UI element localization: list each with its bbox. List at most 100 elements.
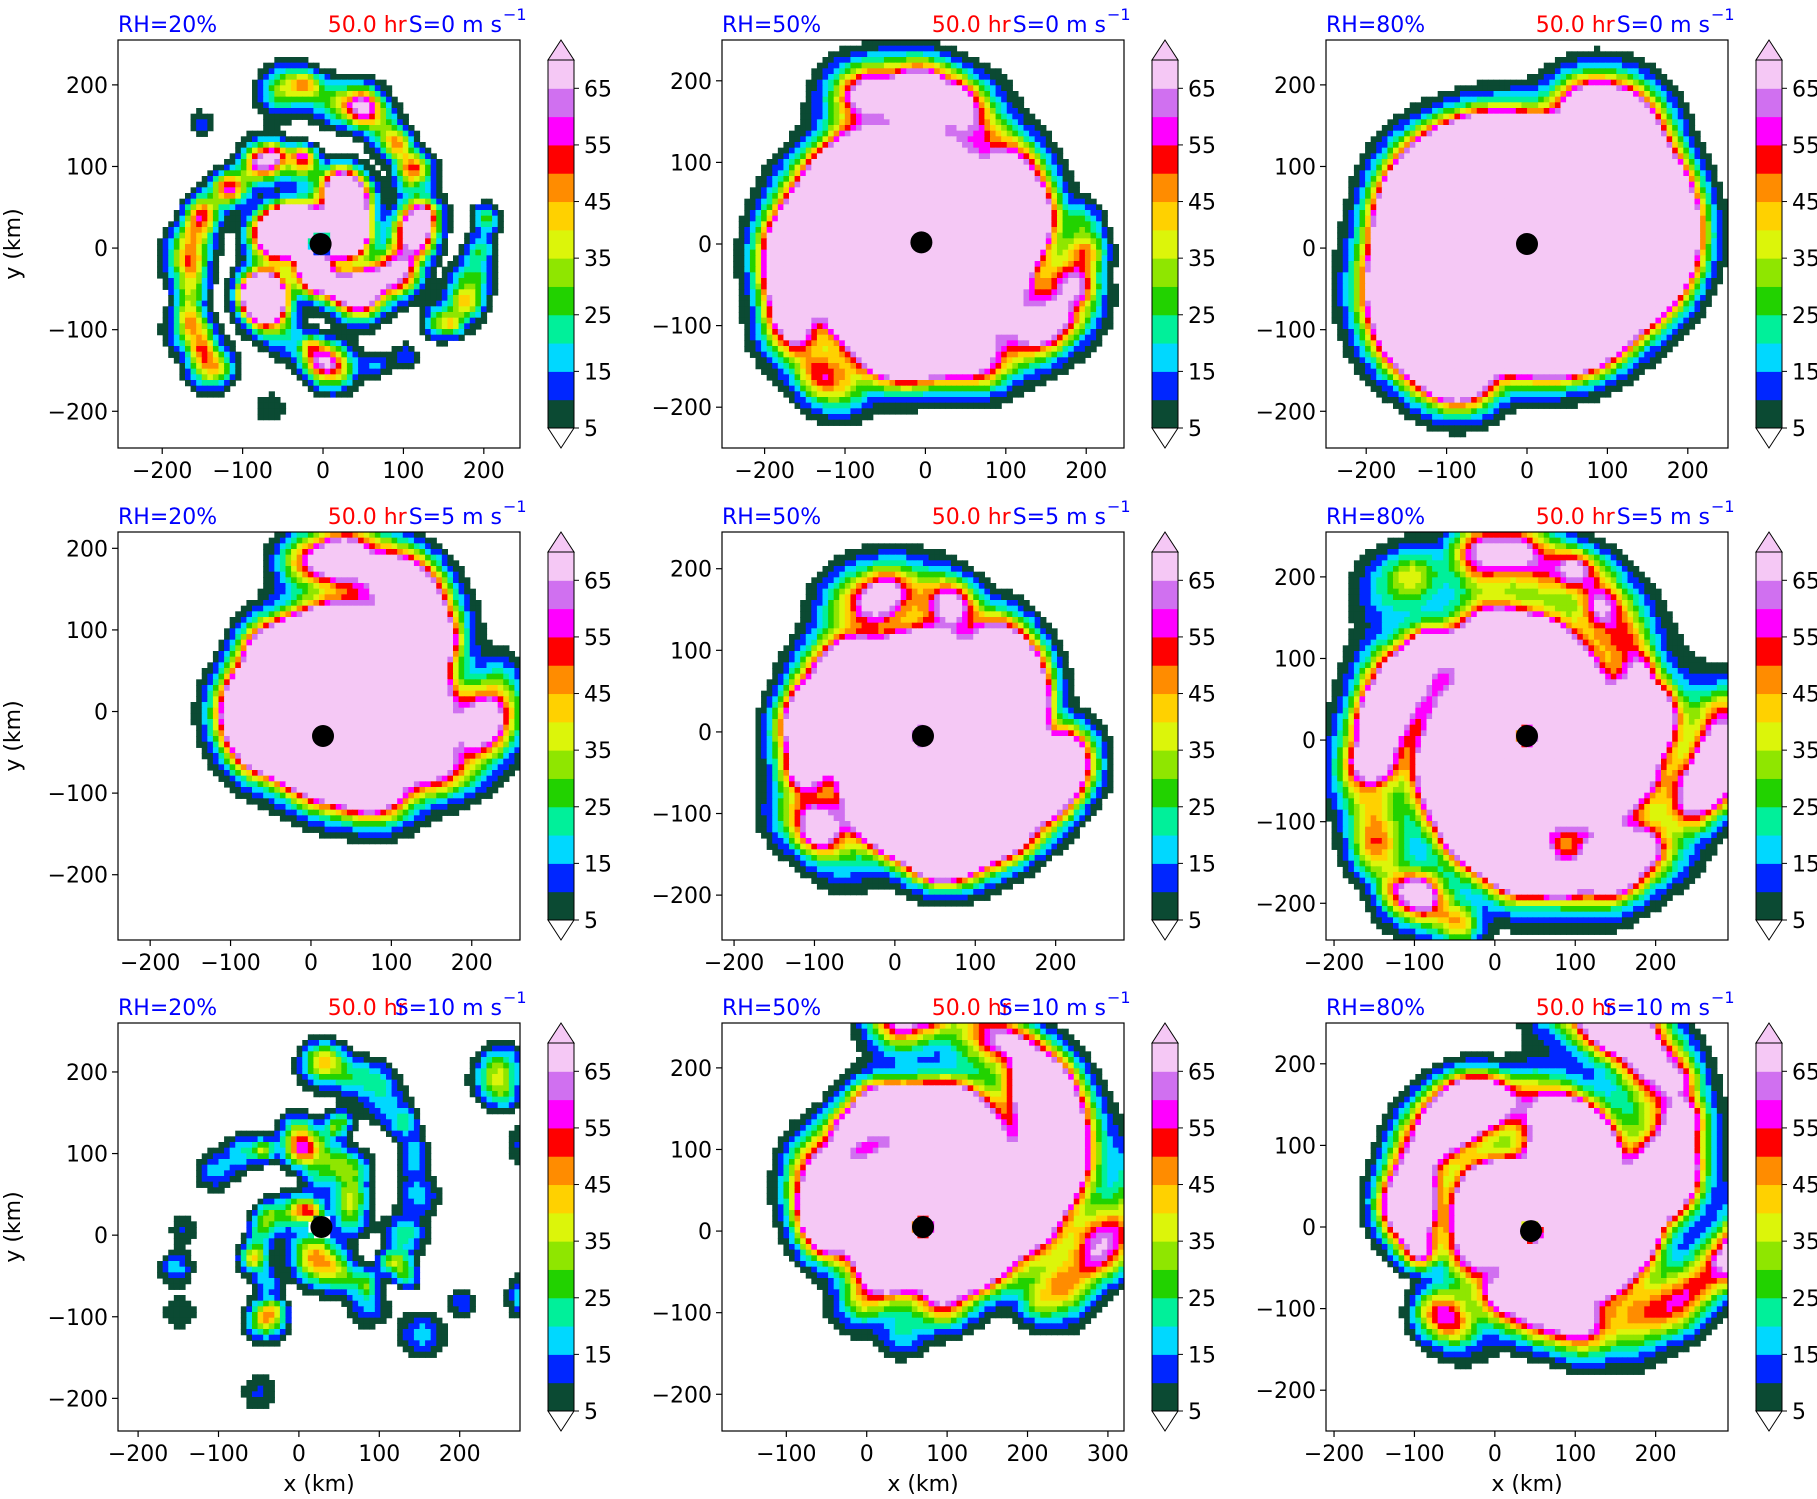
contour-cell [945,119,952,126]
contour-cell [883,164,891,171]
contour-cell [391,113,398,120]
contour-cell [956,289,963,296]
contour-cell [816,147,824,154]
contour-cell [1057,221,1064,228]
contour-cell [995,181,1002,188]
contour-cell [811,215,818,222]
contour-cell [1051,204,1058,211]
contour-cell [480,238,488,245]
contour-cell [962,306,969,313]
contour-cell [738,249,745,256]
contour-cell [962,198,969,205]
contour-cell [319,176,326,183]
contour-cell [816,300,824,307]
contour-cell [1084,272,1092,279]
contour-cell [738,272,745,279]
contour-cell [268,397,275,404]
contour-cell [805,198,812,205]
contour-cell [402,142,409,149]
contour-cell [257,312,264,319]
contour-cell [425,278,432,285]
contour-cell [391,204,398,211]
contour-cell [822,193,829,200]
contour-cell [828,227,835,234]
contour-cell [789,312,796,319]
contour-cell [978,170,986,177]
contour-cell [850,181,857,188]
contour-cell [1017,278,1025,285]
contour-cell [777,147,785,154]
contour-cell [207,323,214,330]
contour-cell [973,295,980,302]
contour-cell [425,334,432,341]
contour-cell [816,142,824,149]
contour-cell [358,278,365,285]
contour-cell [956,85,963,92]
contour-cell [1090,289,1097,296]
contour-cell [207,385,214,392]
contour-cell [196,255,203,262]
contour-cell [895,187,902,194]
contour-cell [480,272,488,279]
contour-cell [285,238,292,245]
contour-cell [1057,289,1064,296]
contour-cell [839,278,846,285]
contour-cell [766,283,773,290]
contour-cell [296,198,303,205]
contour-cell [402,295,409,302]
contour-cell [386,368,393,375]
contour-cell [794,204,801,211]
contour-cell [956,125,963,132]
contour-cell [911,91,919,98]
contour-cell [934,249,941,256]
contour-cell [419,266,426,273]
contour-cell [268,300,275,307]
contour-cell [772,187,779,194]
contour-cell [263,414,270,421]
contour-cell [279,272,287,279]
contour-cell [358,102,365,109]
contour-cell [800,227,807,234]
contour-cell [928,255,935,262]
contour-cell [861,170,868,177]
contour-cell [934,204,941,211]
contour-cell [1001,289,1008,296]
contour-cell [218,221,225,228]
contour-cell [878,91,885,98]
contour-cell [486,266,493,273]
contour-cell [934,85,941,92]
contour-cell [374,170,382,177]
contour-cell [179,210,186,217]
contour-cell [397,221,404,228]
contour-cell [939,238,946,245]
contour-cell [274,272,281,279]
contour-cell [900,125,907,132]
contour-cell [1090,210,1097,217]
contour-cell [962,170,969,177]
contour-cell [917,227,924,234]
contour-cell [341,249,348,256]
contour-cell [923,153,930,160]
contour-cell [447,312,454,319]
contour-cell [268,91,275,98]
contour-cell [889,142,896,149]
x-tick-label: −100 [212,459,272,484]
contour-cell [352,368,359,375]
contour-cell [363,176,370,183]
contour-cell [307,204,315,211]
contour-cell [945,289,952,296]
contour-cell [928,159,935,166]
contour-cell [458,312,465,319]
contour-cell [374,238,382,245]
contour-cell [307,102,315,109]
contour-cell [1057,215,1064,222]
contour-cell [235,283,242,290]
contour-cell [257,272,264,279]
contour-cell [274,414,281,421]
contour-cell [274,323,281,330]
contour-cell [939,119,946,126]
contour-cell [833,300,840,307]
contour-cell [453,334,460,341]
contour-cell [374,351,382,358]
contour-cell [1023,130,1030,137]
